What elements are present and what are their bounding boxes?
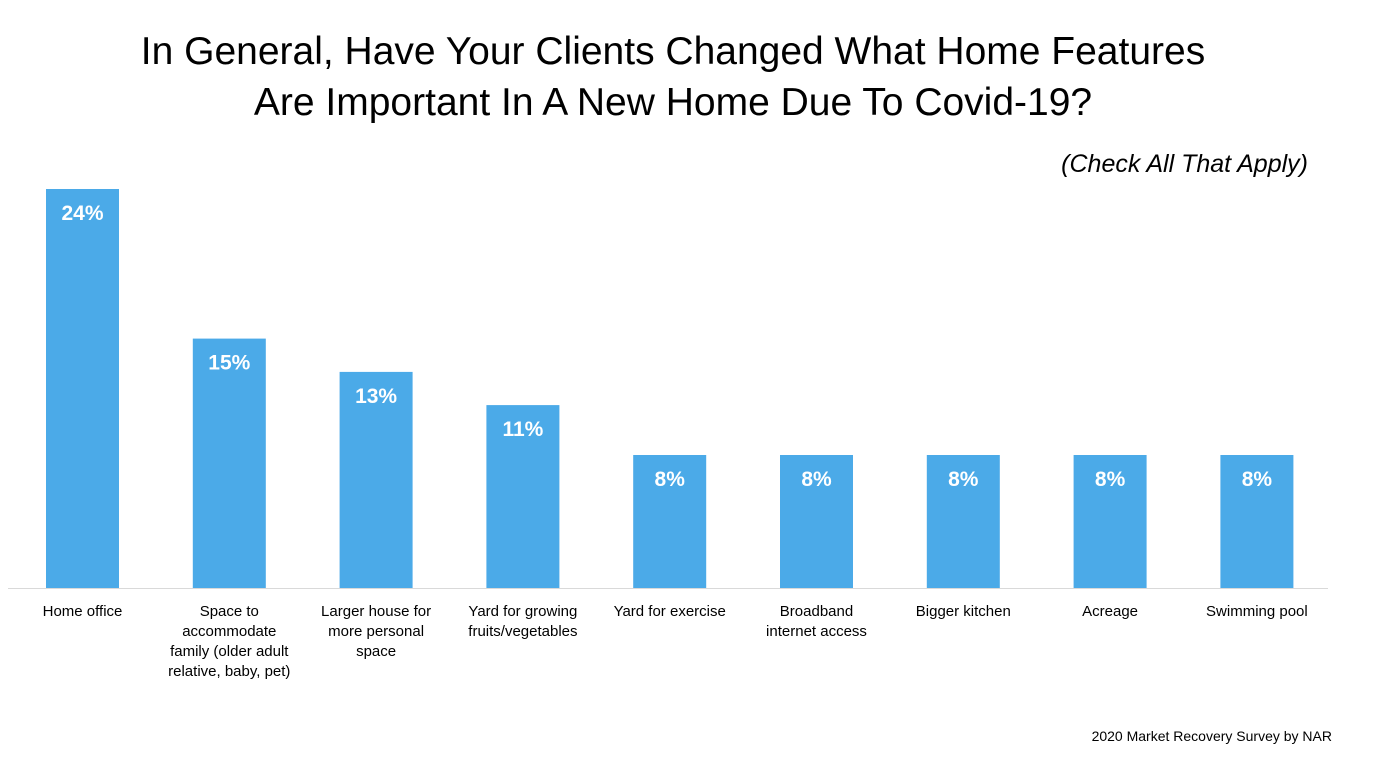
category-label-4: Yard for exercise [614,603,726,620]
bar-5 [780,455,853,588]
bar-value-label-2: 13% [355,385,397,408]
category-label-8: Swimming pool [1206,603,1308,620]
bar-value-label-4: 8% [655,468,686,491]
bar-3 [486,405,560,588]
bar-value-label-8: 8% [1242,468,1273,491]
bar-6 [926,455,1000,588]
bar-4 [633,455,707,588]
chart-title-line-2: Are Important In A New Home Due To Covid… [253,81,1093,124]
bar-2 [339,371,413,588]
bar-1 [192,338,266,588]
chart-title: In General, Have Your Clients Changed Wh… [0,26,1346,128]
bar-value-label-0: 24% [61,202,103,225]
chart-title-line-1: In General, Have Your Clients Changed Wh… [140,30,1206,73]
chart-subtitle: (Check All That Apply) [1061,150,1308,178]
category-label-7: Acreage [1082,603,1138,620]
bar-value-label-5: 8% [801,468,832,491]
category-labels: Home office Space to accommodate family (ol… [43,603,1308,680]
bar-0 [46,189,119,588]
source-note: 2020 Market Recovery Survey by NAR [1091,728,1332,744]
bar-value-label-6: 8% [948,468,979,491]
category-label-2: Larger house for more personal space [321,603,431,660]
bar-group: 24% 15% 13% 11% 8% 8% 8% 8% 8% [46,189,1294,588]
bar-value-label-3: 11% [502,418,543,441]
bar-7 [1073,455,1147,588]
category-label-3: Yard for growing fruits/vegetables [468,603,577,640]
category-label-5: Broadband internet access [766,603,867,640]
category-label-0: Home office [43,603,123,620]
category-label-1: Space to accommodate family (older adult re… [168,603,290,680]
bar-value-label-7: 8% [1095,468,1126,491]
bar-value-label-1: 15% [208,352,250,375]
category-label-6: Bigger kitchen [916,603,1011,620]
bar-8 [1220,455,1294,588]
